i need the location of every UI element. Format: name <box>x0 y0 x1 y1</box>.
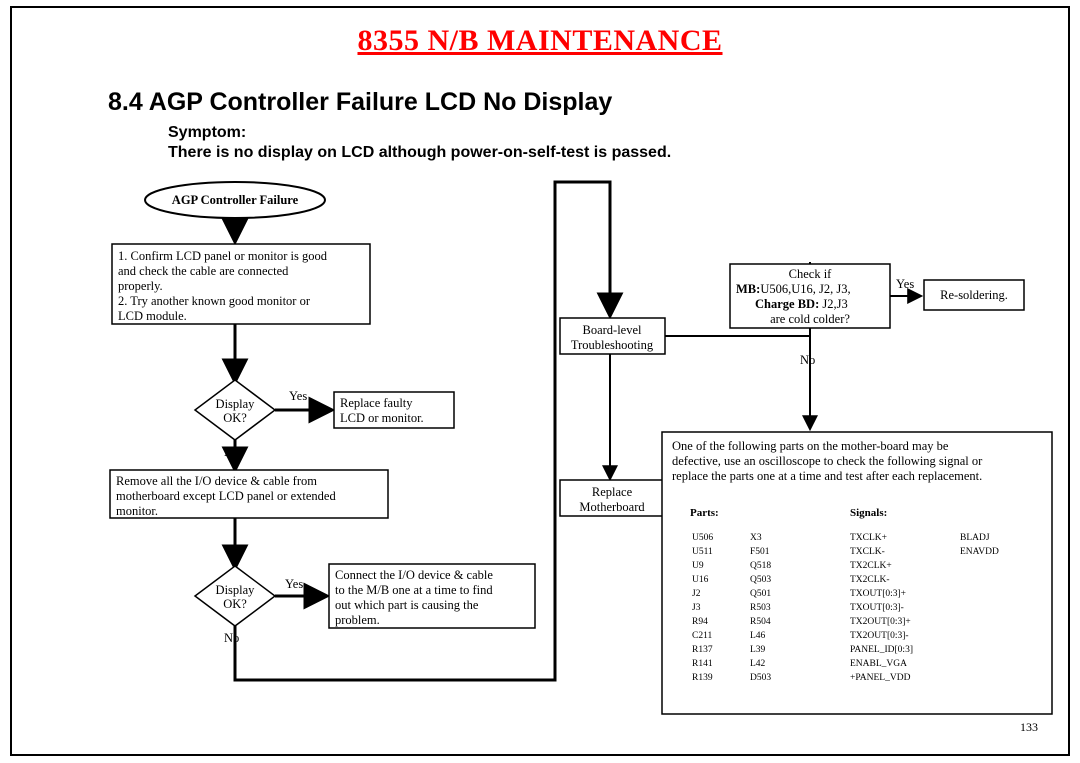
no2: No <box>224 631 239 645</box>
cn-l2: to the M/B one at a time to find <box>335 583 493 597</box>
cn-l1: Connect the I/O device & cable <box>335 568 493 582</box>
step1-l5: LCD module. <box>118 309 187 323</box>
d1-l1: Display <box>216 397 256 411</box>
svg-text:F501: F501 <box>750 547 770 557</box>
svg-text:+PANEL_VDD: +PANEL_VDD <box>850 673 911 683</box>
svg-text:R141: R141 <box>692 659 713 669</box>
svg-text:BLADJ: BLADJ <box>960 533 990 543</box>
step1-l3: properly. <box>118 279 163 293</box>
svg-text:R137: R137 <box>692 645 713 655</box>
svg-text:Q503: Q503 <box>750 575 771 585</box>
bl-l2: Troubleshooting <box>571 338 654 352</box>
parts-label: Parts: <box>690 507 719 519</box>
signals-label: Signals: <box>850 507 887 519</box>
svg-text:R94: R94 <box>692 617 708 627</box>
cn-l4: problem. <box>335 613 380 627</box>
svg-text:U16: U16 <box>692 575 709 585</box>
rlcd-l1: Replace faulty <box>340 396 413 410</box>
svg-text:PANEL_ID[0:3]: PANEL_ID[0:3] <box>850 645 913 655</box>
flowchart: AGP Controller Failure 1. Confirm LCD pa… <box>0 0 1080 763</box>
svg-text:D503: D503 <box>750 673 771 683</box>
yes1: Yes <box>289 389 307 403</box>
step1-l2: and check the cable are connected <box>118 264 289 278</box>
svg-text:U511: U511 <box>692 547 713 557</box>
svg-text:TX2OUT[0:3]+: TX2OUT[0:3]+ <box>850 617 911 627</box>
svg-text:C211: C211 <box>692 631 712 641</box>
rm-l2: motherboard except LCD panel or extended <box>116 489 336 503</box>
svg-text:U9: U9 <box>692 561 704 571</box>
rmb-l1: Replace <box>592 485 633 499</box>
svg-text:TX2CLK-: TX2CLK- <box>850 575 890 585</box>
rm-l3: monitor. <box>116 504 158 518</box>
bl-l1: Board-level <box>582 323 642 337</box>
svg-text:J3: J3 <box>692 603 701 613</box>
no3: No <box>800 353 815 367</box>
ck-l1: Check if <box>789 267 833 281</box>
svg-text:X3: X3 <box>750 533 762 543</box>
svg-text:ENAVDD: ENAVDD <box>960 547 999 557</box>
svg-text:L42: L42 <box>750 659 766 669</box>
svg-text:R139: R139 <box>692 673 713 683</box>
svg-text:R504: R504 <box>750 617 771 627</box>
step1-l4: 2. Try another known good monitor or <box>118 294 311 308</box>
rs-l: Re-soldering. <box>940 288 1008 302</box>
rlcd-l2: LCD or monitor. <box>340 411 424 425</box>
rm-l1: Remove all the I/O device & cable from <box>116 474 317 488</box>
df-l2: defective, use an oscilloscope to check … <box>672 454 983 468</box>
df-l1: One of the following parts on the mother… <box>672 439 949 453</box>
svg-text:Q518: Q518 <box>750 561 771 571</box>
yes3: Yes <box>896 277 914 291</box>
df-l3: replace the parts one at a time and test… <box>672 469 982 483</box>
ck-l4: are cold colder? <box>770 312 850 326</box>
svg-text:TXOUT[0:3]+: TXOUT[0:3]+ <box>850 589 906 599</box>
svg-text:ENABL_VGA: ENABL_VGA <box>850 659 907 669</box>
svg-text:J2: J2 <box>692 589 701 599</box>
start-label: AGP Controller Failure <box>172 193 299 207</box>
cn-l3: out which part is causing the <box>335 598 479 612</box>
rmb-l2: Motherboard <box>579 500 645 514</box>
svg-text:TX2CLK+: TX2CLK+ <box>850 561 892 571</box>
d2-l2: OK? <box>223 597 247 611</box>
d2-l1: Display <box>216 583 256 597</box>
svg-text:L39: L39 <box>750 645 766 655</box>
ck-l3: Charge BD: J2,J3 <box>755 297 848 311</box>
yes2: Yes <box>285 577 303 591</box>
svg-text:TX2OUT[0:3]-: TX2OUT[0:3]- <box>850 631 909 641</box>
svg-text:TXOUT[0:3]-: TXOUT[0:3]- <box>850 603 904 613</box>
svg-text:TXCLK+: TXCLK+ <box>850 533 887 543</box>
no1: No <box>224 445 239 459</box>
step1-l1: 1. Confirm LCD panel or monitor is good <box>118 249 328 263</box>
svg-text:U506: U506 <box>692 533 713 543</box>
ck-l2: MB:U506,U16, J2, J3, <box>736 282 851 296</box>
svg-text:Q501: Q501 <box>750 589 771 599</box>
svg-text:R503: R503 <box>750 603 771 613</box>
d1-l2: OK? <box>223 411 247 425</box>
svg-text:TXCLK-: TXCLK- <box>850 547 885 557</box>
svg-text:L46: L46 <box>750 631 766 641</box>
